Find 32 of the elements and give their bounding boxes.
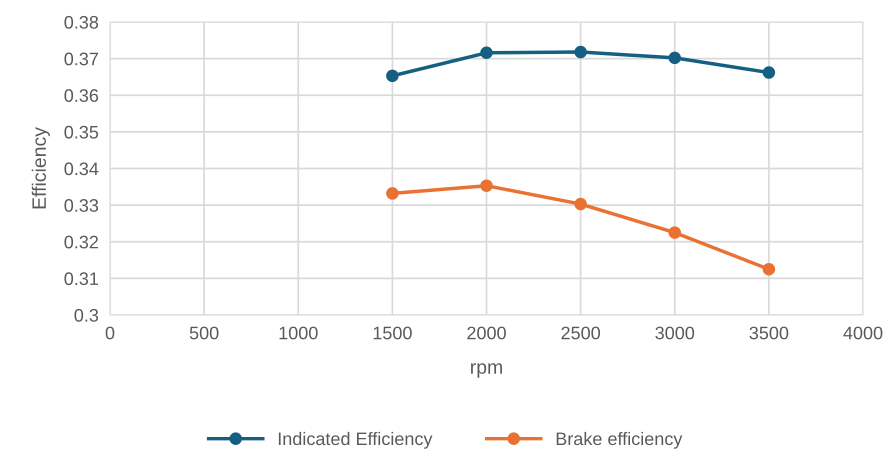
legend-label: Indicated Efficiency (278, 432, 432, 449)
y-tick-label: 0.38 (64, 16, 98, 29)
legend-label: Brake efficiency (556, 432, 682, 449)
y-tick-label: 0.32 (64, 236, 98, 248)
x-tick-label: 4000 (843, 326, 882, 340)
y-tick-label: 0.31 (64, 272, 98, 286)
y-tick-label: 0.35 (64, 126, 98, 139)
x-tick-label: 500 (190, 326, 218, 340)
point (480, 179, 493, 192)
point (574, 198, 587, 210)
point (386, 70, 399, 82)
y-tick-label: 0.36 (64, 89, 98, 102)
y-tick-label: 0.34 (64, 162, 98, 176)
point (668, 226, 681, 239)
x-tick-label: 1000 (280, 326, 318, 340)
x-tick-label: 1500 (374, 326, 412, 340)
point (386, 187, 399, 200)
point (574, 46, 587, 58)
point (762, 66, 776, 79)
y-axis-title: Efficiency (32, 127, 50, 208)
point (480, 46, 493, 60)
x-tick-label: 2500 (561, 326, 600, 340)
point (762, 262, 776, 276)
y-tick-label: 0.3 (74, 308, 98, 322)
x-axis-title: rpm (471, 363, 502, 378)
x-tick-label: 2000 (467, 326, 506, 340)
x-tick-label: 0 (106, 326, 114, 340)
point (668, 52, 681, 64)
y-tick-label: 0.37 (64, 52, 98, 66)
x-tick-label: 3500 (749, 326, 788, 340)
y-tick-label: 0.33 (64, 199, 98, 212)
x-tick-label: 3000 (655, 326, 694, 340)
